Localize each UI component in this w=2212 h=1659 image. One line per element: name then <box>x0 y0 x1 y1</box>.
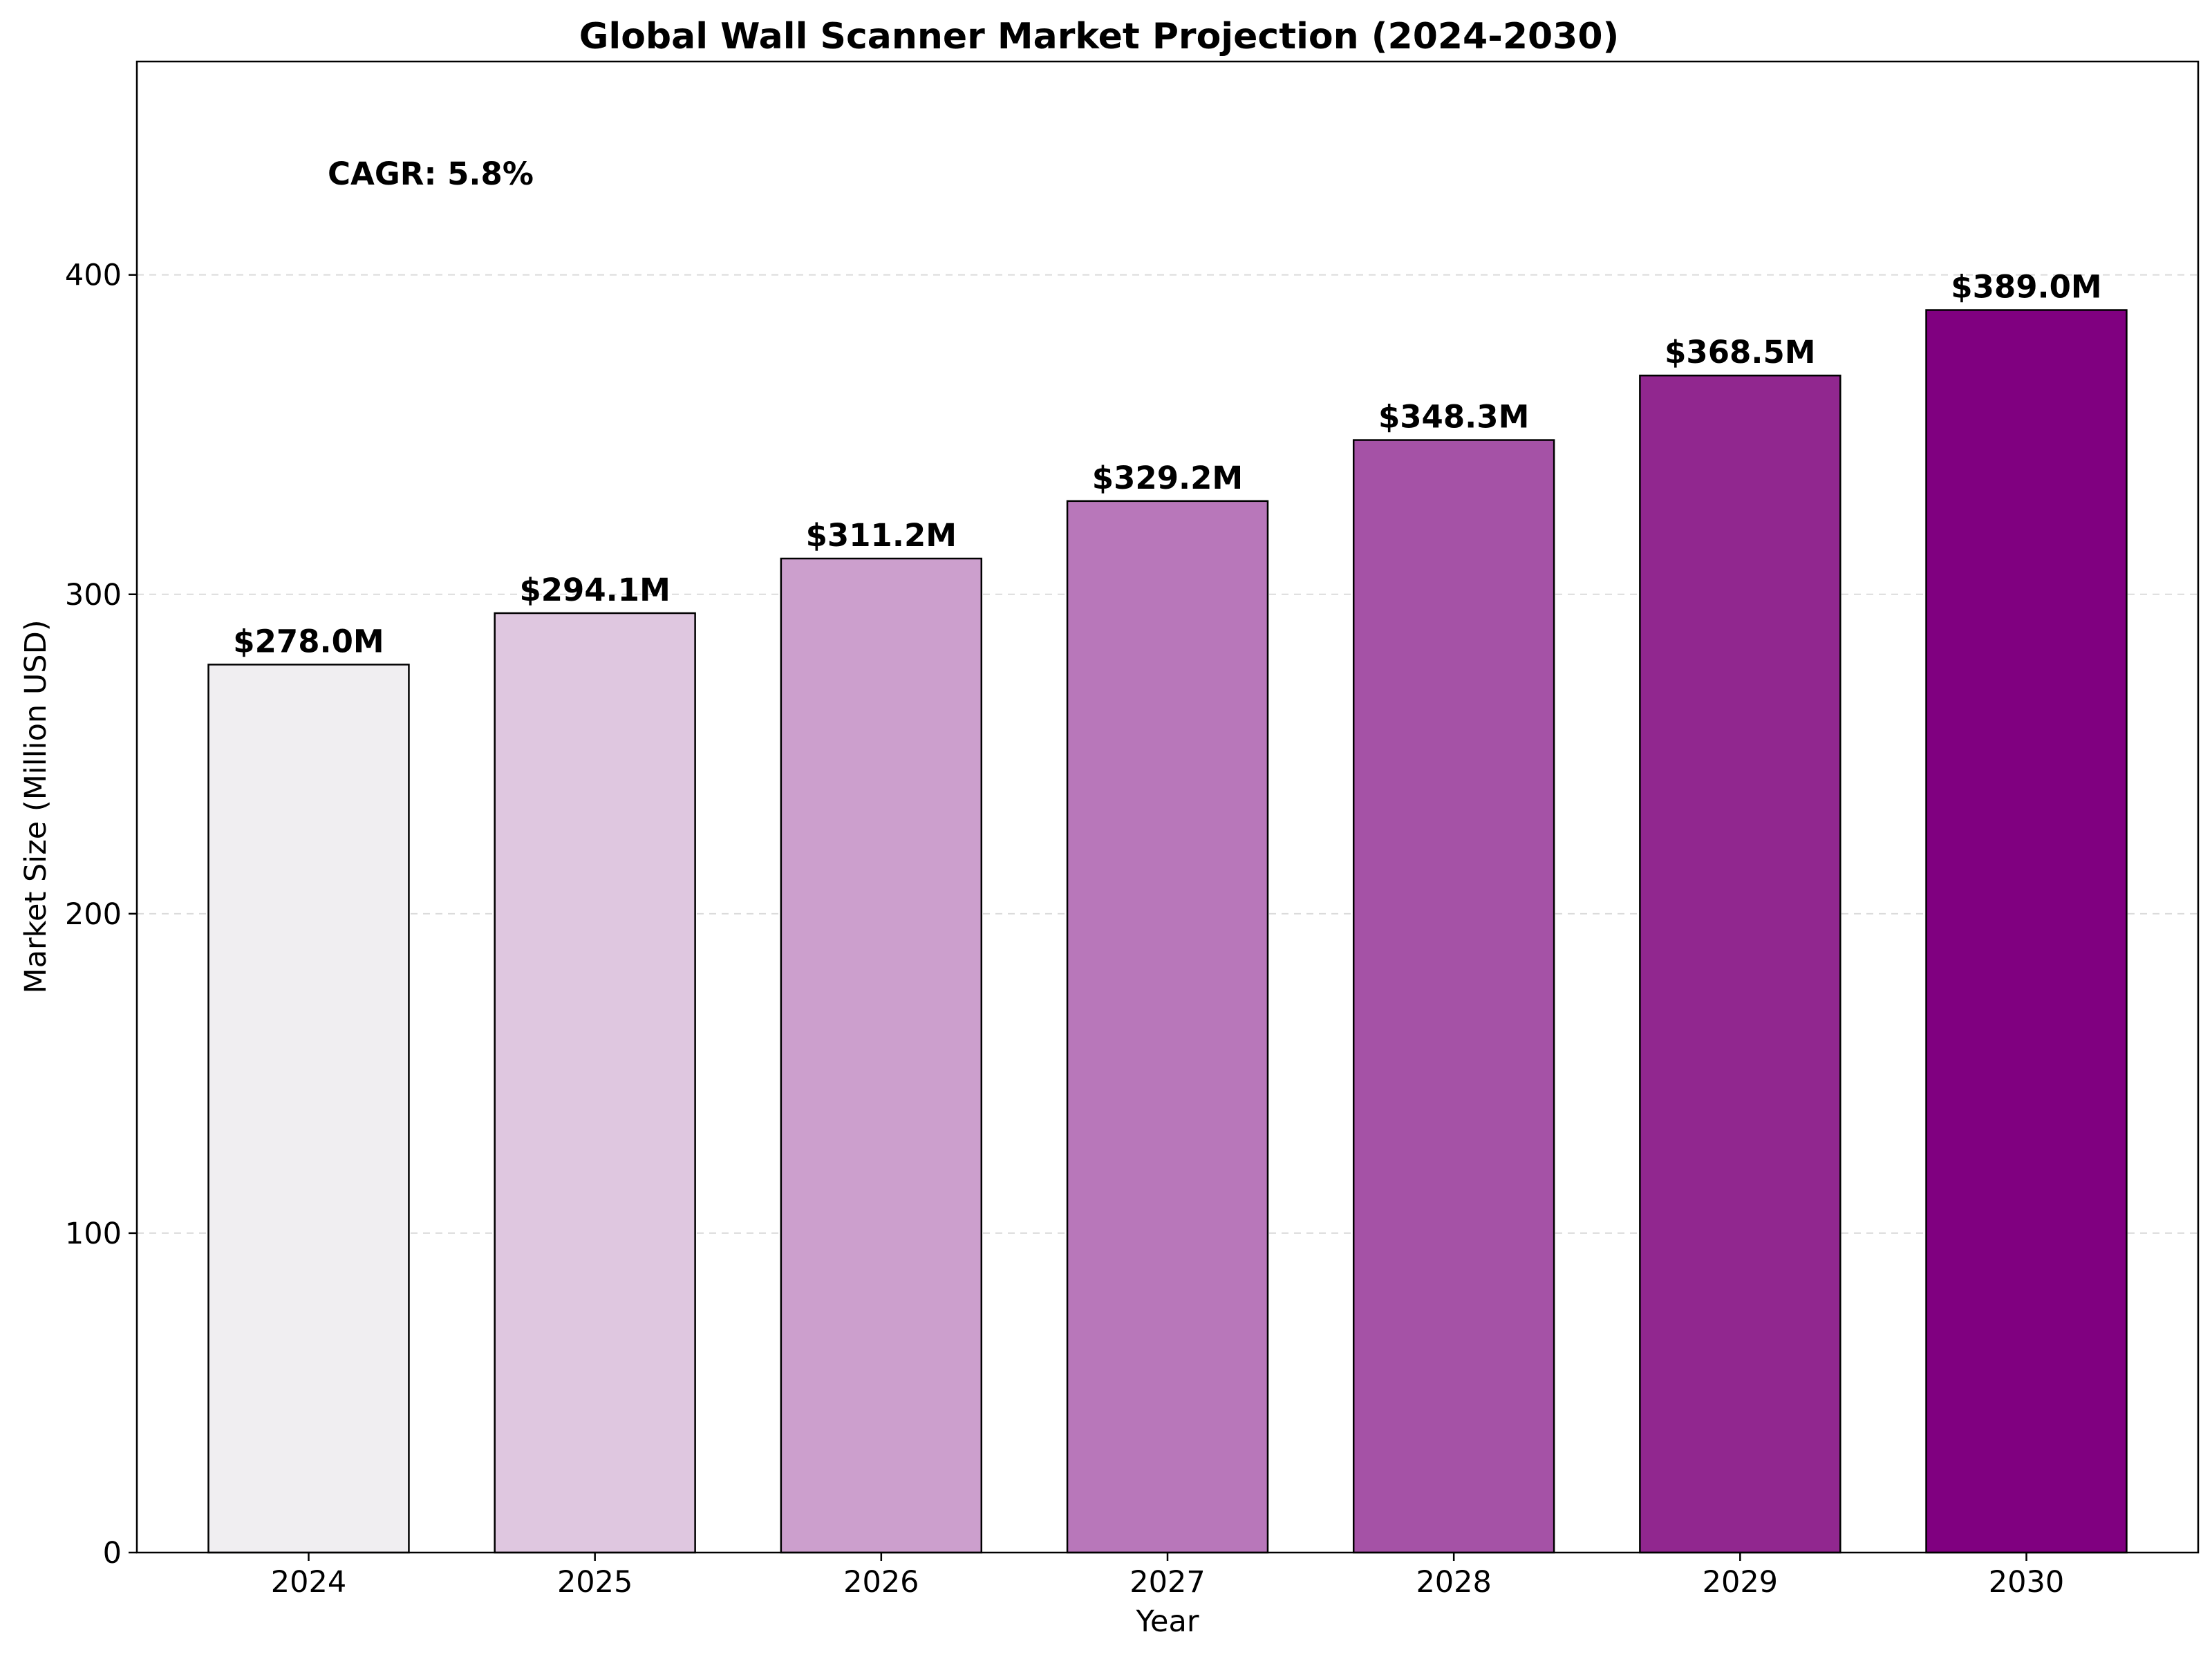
grid-lines <box>137 274 2198 1234</box>
data-label-2029: $368.5M <box>1665 334 1815 371</box>
x-tick-label: 2027 <box>1130 1565 1205 1600</box>
y-tick-label: 100 <box>65 1217 122 1251</box>
data-label-2024: $278.0M <box>233 623 384 659</box>
y-tick-label: 300 <box>65 578 122 612</box>
bar-2024 <box>207 664 410 1554</box>
y-tick-label: 200 <box>65 897 122 932</box>
data-label-2026: $311.2M <box>806 517 957 554</box>
bar-2025 <box>494 612 696 1554</box>
bar-2030 <box>1925 309 2128 1554</box>
x-axis-label: Year <box>1135 1604 1199 1639</box>
x-tick-label: 2026 <box>843 1565 919 1600</box>
data-label-2030: $389.0M <box>1951 269 2101 306</box>
bar-2028 <box>1352 439 1555 1554</box>
x-tick-label: 2024 <box>271 1565 346 1600</box>
x-tick-label: 2025 <box>557 1565 632 1600</box>
bars <box>207 309 2128 1554</box>
bar-2027 <box>1066 500 1269 1554</box>
y-tick-label: 400 <box>65 259 122 293</box>
data-label-2028: $348.3M <box>1378 399 1529 435</box>
data-labels: $278.0M $294.1M $311.2M $329.2M $348.3M $368.… <box>233 269 2101 660</box>
y-axis-label: Market Size (Million USD) <box>19 620 53 994</box>
data-label-2027: $329.2M <box>1092 460 1243 496</box>
cagr-annotation: CAGR: 5.8% <box>328 156 534 192</box>
y-tick-label: 0 <box>103 1536 122 1571</box>
data-label-2025: $294.1M <box>519 572 670 608</box>
chart-title: Global Wall Scanner Market Projection (2… <box>579 16 1620 57</box>
axis-ticks: 0 100 200 300 400 2024 2025 2026 2027 2028 2029 203… <box>65 259 2064 1600</box>
bar-2029 <box>1639 374 1841 1554</box>
x-tick-label: 2030 <box>1989 1565 2064 1600</box>
bar-2026 <box>780 557 983 1554</box>
x-tick-label: 2029 <box>1703 1565 1778 1600</box>
x-tick-label: 2028 <box>1416 1565 1491 1600</box>
